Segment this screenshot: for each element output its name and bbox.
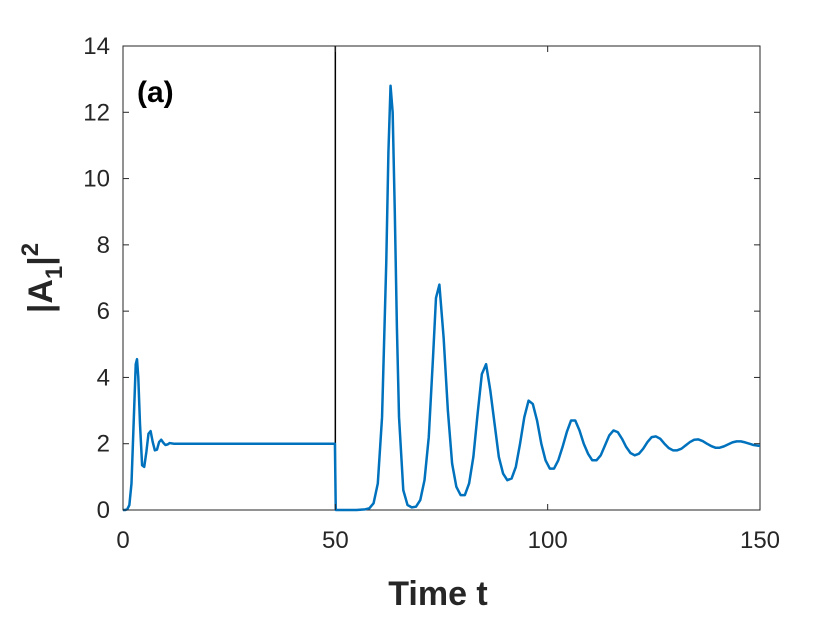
y-tick-label: 12 (83, 99, 110, 126)
y-tick-label: 4 (97, 364, 110, 391)
y-tick-label: 0 (97, 497, 110, 524)
plot-box (122, 45, 761, 511)
x-tick-label: 0 (116, 527, 129, 554)
x-axis: 0 50 100 150 (116, 46, 780, 554)
y-tick-label: 8 (97, 232, 110, 259)
y-tick-label: 14 (83, 33, 110, 60)
y-tick-label: 10 (83, 166, 110, 193)
y-axis-title-suffix: | (22, 256, 60, 266)
plot-area (122, 45, 761, 512)
x-axis-title: Time t (388, 575, 488, 613)
y-axis-title: |A1|2 (17, 243, 68, 313)
series-line-1 (123, 84, 760, 512)
y-axis-title-subscript: 1 (41, 266, 68, 279)
y-axis-title-base: |A (22, 279, 60, 313)
y-tick-label: 6 (97, 298, 110, 325)
panel-label: (a) (137, 76, 174, 109)
y-axis-title-group: |A1|2 (17, 243, 68, 313)
x-tick-label: 100 (528, 527, 568, 554)
y-tick-label: 2 (97, 431, 110, 458)
y-axis: 0 2 4 6 8 10 12 14 (83, 33, 760, 524)
x-tick-label: 50 (322, 527, 349, 554)
y-axis-title-superscript: 2 (17, 243, 44, 256)
x-tick-label: 150 (740, 527, 780, 554)
